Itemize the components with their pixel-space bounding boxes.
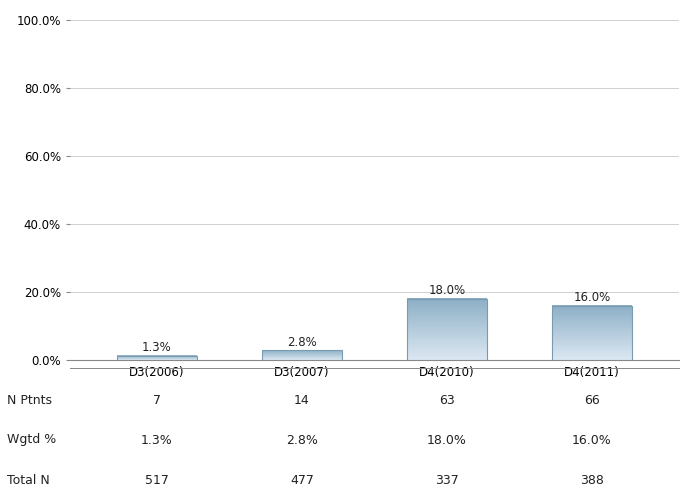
Bar: [262, 350, 342, 360]
Text: 16.0%: 16.0%: [572, 434, 612, 446]
Bar: [117, 356, 197, 360]
Text: 2.8%: 2.8%: [286, 434, 318, 446]
Text: 7: 7: [153, 394, 161, 406]
Text: 63: 63: [439, 394, 455, 406]
Text: 16.0%: 16.0%: [573, 291, 610, 304]
Text: 18.0%: 18.0%: [428, 284, 466, 297]
Text: 2.8%: 2.8%: [287, 336, 317, 349]
Text: 1.3%: 1.3%: [142, 341, 172, 354]
Text: 477: 477: [290, 474, 314, 486]
Bar: [552, 306, 632, 360]
Text: 337: 337: [435, 474, 459, 486]
Text: 1.3%: 1.3%: [141, 434, 173, 446]
Text: 66: 66: [584, 394, 600, 406]
Text: N Ptnts: N Ptnts: [7, 394, 52, 406]
Text: 18.0%: 18.0%: [427, 434, 467, 446]
Text: 517: 517: [145, 474, 169, 486]
Text: Wgtd %: Wgtd %: [7, 434, 56, 446]
Text: Total N: Total N: [7, 474, 50, 486]
Text: 14: 14: [294, 394, 310, 406]
Bar: [407, 299, 487, 360]
Text: 388: 388: [580, 474, 604, 486]
